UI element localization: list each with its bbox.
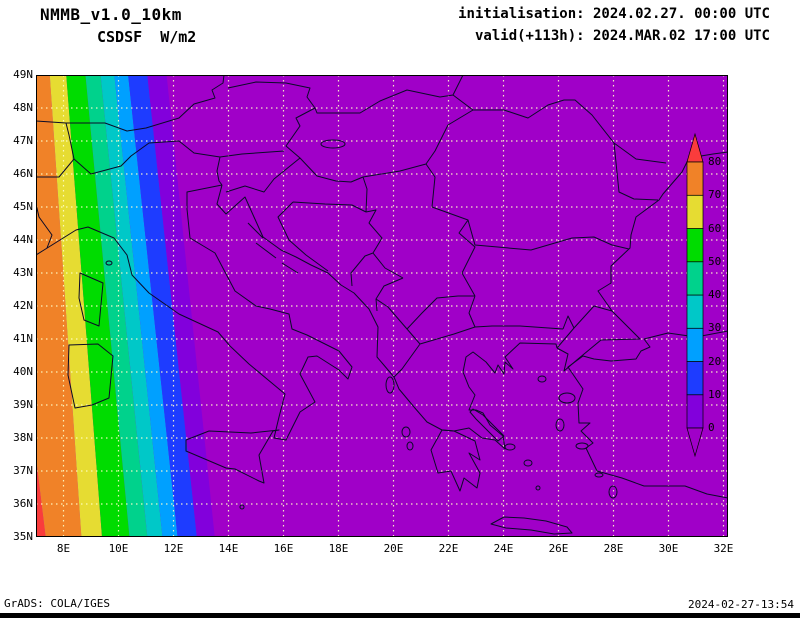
colorbar-segment [686, 394, 704, 429]
lat-label: 40N [13, 365, 33, 378]
lat-label: 42N [13, 299, 33, 312]
colorbar-tick-label: 60 [708, 221, 722, 235]
island-kefalonia [401, 426, 411, 438]
lon-label: 12E [163, 542, 184, 555]
island-malta [239, 504, 245, 510]
colorbar-segment [686, 327, 704, 362]
lat-label: 47N [13, 134, 33, 147]
grads-credit: GrADS: COLA/IGES [4, 597, 110, 610]
island-chios [555, 418, 565, 432]
lat-label: 35N [13, 530, 33, 543]
coastline-euboea [469, 408, 505, 442]
coastlines-borders [36, 75, 728, 535]
variable-title: CSDSF W/m2 [97, 28, 197, 46]
lon-label: 30E [658, 542, 679, 555]
coastline-italy [36, 184, 353, 441]
colorbar-segment [686, 194, 704, 229]
colorbar-bottom-arrow [686, 427, 704, 458]
coastline-adriatic-balkan [216, 184, 415, 408]
lat-label: 48N [13, 101, 33, 114]
lon-label: 10E [108, 542, 129, 555]
colorbar-segment [686, 228, 704, 263]
model-title: NMMB_v1.0_10km [40, 5, 182, 24]
flux-band [49, 75, 102, 537]
coastline-corsica [78, 272, 104, 327]
colorbar-segment [686, 161, 704, 196]
colorbar-tick-label: 50 [708, 254, 722, 268]
lat-label: 38N [13, 431, 33, 444]
island-limnos [537, 375, 547, 383]
coastline-sicily [185, 429, 280, 484]
island-rhodes [608, 485, 618, 499]
croatian-islands [247, 222, 299, 274]
lon-label: 32E [713, 542, 734, 555]
coastline-greece [413, 342, 558, 450]
colorbar-tick-label: 80 [708, 155, 722, 168]
island-elba [105, 260, 113, 266]
lon-label: 20E [383, 542, 404, 555]
colorbar-segment [686, 361, 704, 396]
map-plot [36, 75, 728, 537]
lon-label: 16E [273, 542, 294, 555]
lat-label: 46N [13, 167, 33, 180]
country-borders [36, 75, 667, 378]
lon-label: 22E [438, 542, 459, 555]
lat-label: 44N [13, 233, 33, 246]
lat-label: 37N [13, 464, 33, 477]
island-andros [504, 443, 516, 451]
island-naxos [523, 459, 533, 467]
creation-timestamp: 2024-02-27-13:54 [688, 598, 794, 611]
island-samos [575, 442, 589, 450]
colorbar-top-arrow [686, 132, 704, 163]
lat-label: 43N [13, 266, 33, 279]
flux-band [66, 75, 130, 537]
plot-frame [36, 75, 728, 537]
grid-lines [36, 75, 728, 537]
bottom-border-bar [0, 613, 800, 618]
island-corfu [385, 376, 395, 394]
colorbar-tick-label: 0 [708, 421, 715, 434]
island-kos [594, 472, 604, 478]
island-santorini [535, 485, 541, 491]
lon-label: 8E [56, 542, 71, 555]
colorbar-segment [686, 261, 704, 296]
lon-label: 28E [603, 542, 624, 555]
colorbar-tick-label: 40 [708, 288, 722, 301]
coastline-sardinia [67, 343, 114, 409]
coastline-thrace-blacksea [556, 151, 728, 372]
island-lesbos [558, 392, 576, 404]
flux-band [36, 75, 82, 537]
init-time-label: initialisation: 2024.02.27. 00:00 UTC [458, 6, 770, 22]
lat-label: 45N [13, 200, 33, 213]
lon-label: 24E [493, 542, 514, 555]
colorbar-tick-label: 20 [708, 354, 722, 368]
island-zakynthos [406, 441, 414, 451]
valid-time-label: valid(+113h): 2024.MAR.02 17:00 UTC [474, 28, 770, 44]
lon-label: 18E [328, 542, 349, 555]
colorbar-tick-label: 10 [708, 387, 722, 401]
lat-label: 49N [13, 68, 33, 81]
lat-label: 39N [13, 398, 33, 411]
lat-label: 36N [13, 497, 33, 510]
lon-label: 26E [548, 542, 569, 555]
coastline-anatolia [567, 338, 728, 499]
lat-label: 41N [13, 332, 33, 345]
coastline-turkey-blacksea [643, 330, 728, 340]
colorbar [686, 132, 704, 458]
lake-balaton [320, 139, 346, 149]
colorbar-tick-label: 70 [708, 188, 722, 202]
colorbar-segment [686, 294, 704, 329]
colorbar-tick-label: 30 [708, 321, 722, 335]
lon-label: 14E [218, 542, 239, 555]
coastline-crete [490, 516, 573, 535]
coastline-peloponnese [430, 429, 481, 492]
